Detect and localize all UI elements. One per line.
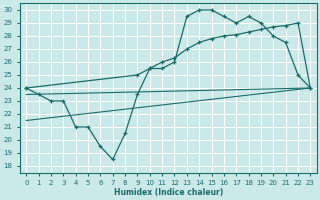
X-axis label: Humidex (Indice chaleur): Humidex (Indice chaleur) bbox=[114, 188, 223, 197]
